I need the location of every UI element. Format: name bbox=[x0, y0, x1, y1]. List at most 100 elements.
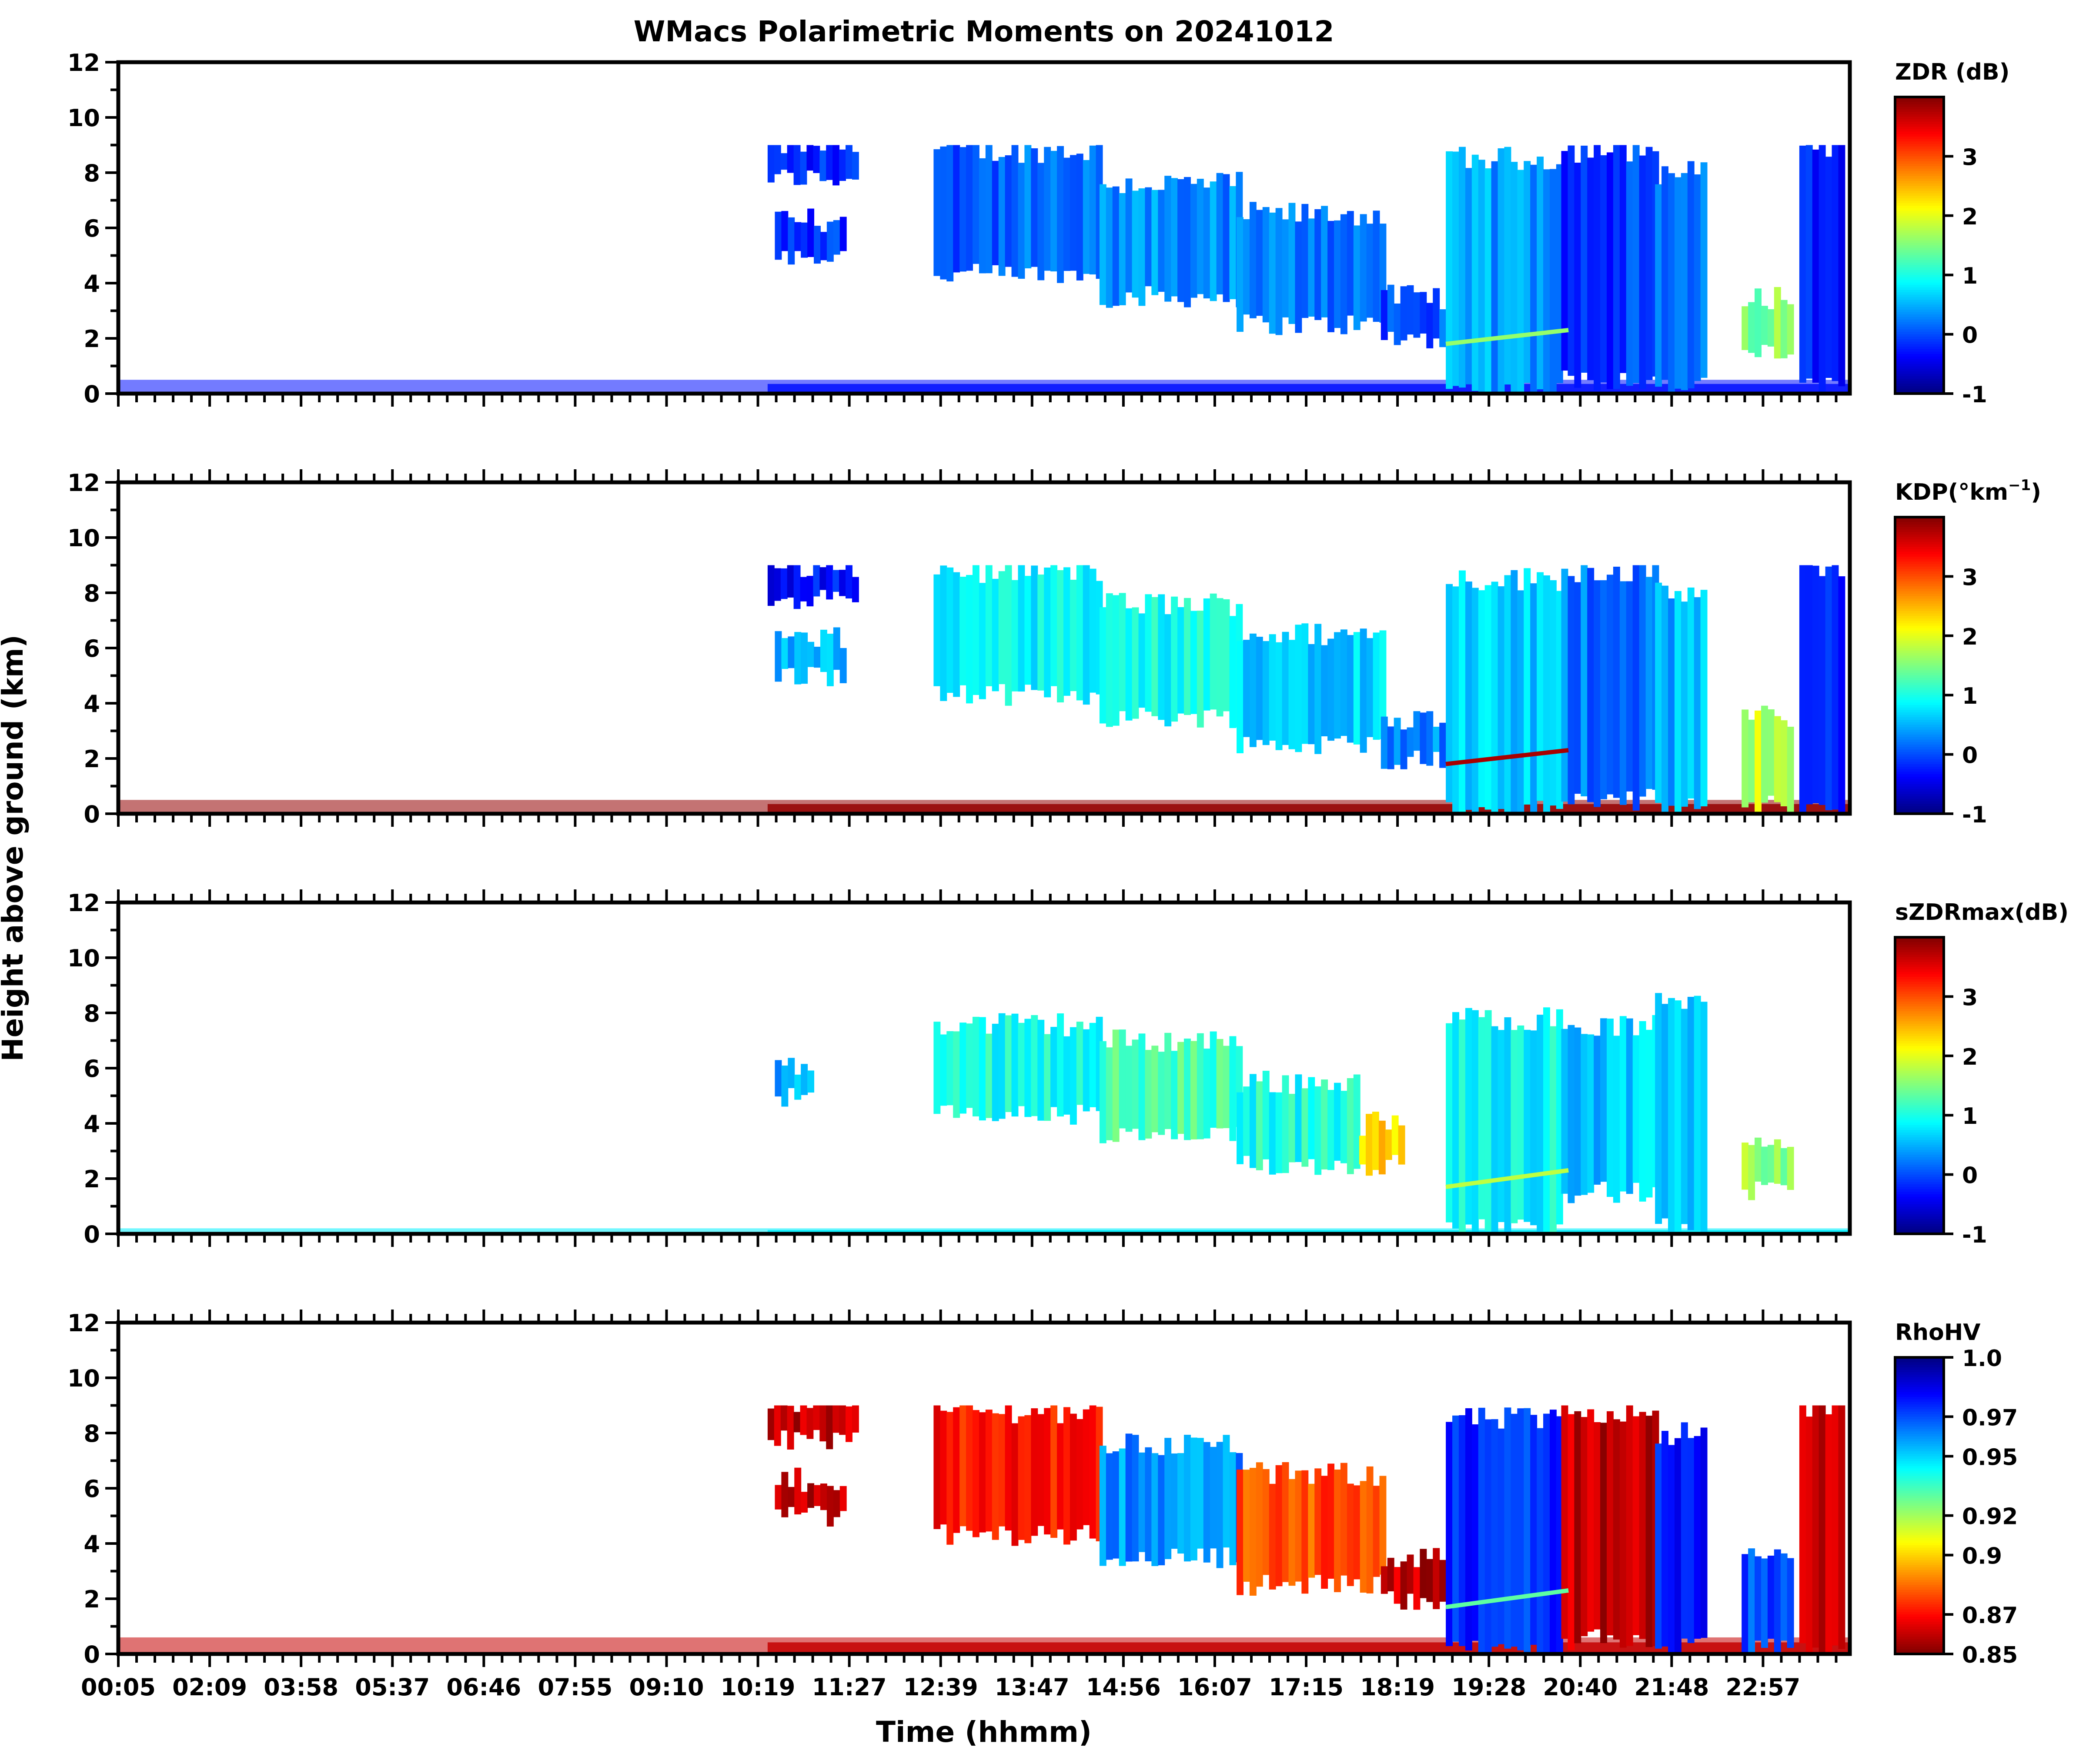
colorbar-segment bbox=[1895, 1216, 1944, 1219]
echo-column bbox=[807, 1483, 815, 1508]
colorbar-segment bbox=[1895, 228, 1944, 231]
echo-column bbox=[1819, 1405, 1826, 1653]
echo-column bbox=[1748, 1145, 1755, 1200]
echo-column bbox=[1057, 1013, 1064, 1117]
echo-column bbox=[1044, 147, 1051, 271]
colorbar-segment bbox=[1895, 1421, 1944, 1425]
colorbar-segment bbox=[1895, 327, 1944, 330]
colorbar-segment bbox=[1895, 1555, 1944, 1558]
echo-column bbox=[1774, 716, 1781, 802]
x-axis-label: Time (hhmm) bbox=[876, 1715, 1092, 1749]
echo-column bbox=[1812, 565, 1819, 803]
echo-column bbox=[1197, 1438, 1204, 1549]
colorbar-segment bbox=[1895, 1162, 1944, 1165]
echo-column bbox=[814, 226, 821, 264]
colorbar-segment bbox=[1895, 992, 1944, 995]
echo-column bbox=[1498, 1030, 1505, 1222]
echo-column bbox=[1491, 161, 1498, 392]
colorbar-segment bbox=[1895, 102, 1944, 105]
echo-column bbox=[1106, 1453, 1113, 1560]
echo-column bbox=[1600, 155, 1608, 383]
x-tick-label: 19:28 bbox=[1451, 1674, 1526, 1701]
echo-column bbox=[1197, 611, 1204, 728]
colorbar-segment bbox=[1895, 574, 1944, 577]
echo-column bbox=[826, 145, 833, 180]
y-tick-label: 2 bbox=[84, 1586, 100, 1613]
colorbar-segment bbox=[1895, 1224, 1944, 1227]
echo-column bbox=[966, 145, 973, 271]
colorbar-segment bbox=[1895, 1229, 1944, 1232]
colorbar-segment bbox=[1895, 744, 1944, 748]
colorbar-segment bbox=[1895, 388, 1944, 392]
echo-column bbox=[1223, 599, 1230, 712]
echo-column bbox=[788, 217, 795, 265]
echo-column bbox=[1400, 729, 1407, 769]
echo-column bbox=[1057, 146, 1064, 283]
echo-column bbox=[800, 577, 807, 601]
colorbar-tick-label: 3 bbox=[1962, 985, 1978, 1011]
x-tick-label: 07:55 bbox=[538, 1674, 612, 1701]
echo-region-4 bbox=[1237, 1462, 1387, 1596]
echo-column bbox=[780, 1405, 788, 1431]
echo-column bbox=[1568, 145, 1575, 376]
echo-column bbox=[966, 1405, 973, 1531]
colorbar-segment bbox=[1895, 964, 1944, 968]
echo-column bbox=[1275, 642, 1283, 750]
colorbar-segment bbox=[1895, 129, 1944, 132]
colorbar-segment bbox=[1895, 522, 1944, 525]
echo-column bbox=[1353, 225, 1361, 330]
x-tick-label: 06:46 bbox=[446, 1674, 521, 1701]
y-tick-label: 12 bbox=[67, 469, 100, 497]
echo-column bbox=[1645, 147, 1653, 380]
colorbar-segment bbox=[1895, 663, 1944, 666]
echo-column bbox=[946, 145, 954, 282]
colorbar-segment bbox=[1895, 371, 1944, 374]
colorbar-segment bbox=[1895, 725, 1944, 728]
colorbar-segment bbox=[1895, 319, 1944, 323]
melting-layer bbox=[1445, 1168, 1569, 1189]
echo-column bbox=[787, 145, 794, 173]
echo-column bbox=[1057, 1423, 1064, 1530]
echo-column bbox=[946, 1031, 954, 1106]
echo-column bbox=[1452, 1415, 1459, 1642]
echo-column bbox=[1626, 161, 1633, 386]
echo-column bbox=[1426, 1559, 1434, 1602]
colorbar-tick-label: 2 bbox=[1962, 1044, 1978, 1070]
echo-column bbox=[1619, 581, 1627, 805]
colorbar-segment bbox=[1895, 193, 1944, 197]
colorbar-segment bbox=[1895, 1036, 1944, 1039]
colorbar-segment bbox=[1895, 1394, 1944, 1397]
echo-column bbox=[793, 145, 801, 185]
colorbar-segment bbox=[1895, 294, 1944, 298]
echo-column bbox=[1767, 1555, 1775, 1639]
colorbar-segment bbox=[1895, 979, 1944, 982]
echo-column bbox=[1321, 645, 1328, 736]
colorbar-segment bbox=[1895, 682, 1944, 686]
colorbar-tick-label: -1 bbox=[1962, 1222, 1987, 1248]
echo-column bbox=[1340, 214, 1347, 334]
colorbar-segment bbox=[1895, 161, 1944, 164]
echo-column bbox=[1600, 1018, 1608, 1182]
echo-column bbox=[801, 222, 808, 258]
echo-column bbox=[1031, 148, 1038, 267]
colorbar-segment bbox=[1895, 119, 1944, 122]
colorbar-segment bbox=[1895, 1105, 1944, 1109]
echo-column bbox=[1125, 1433, 1133, 1562]
colorbar-segment bbox=[1895, 1624, 1944, 1627]
echo-column bbox=[781, 211, 789, 251]
echo-column bbox=[1439, 1560, 1447, 1602]
colorbar-segment bbox=[1895, 754, 1944, 758]
echo-column bbox=[1613, 145, 1620, 389]
colorbar-segment bbox=[1895, 1587, 1944, 1590]
echo-column bbox=[1024, 576, 1032, 685]
echo-column bbox=[1353, 1485, 1361, 1580]
figure-title: WMacs Polarimetric Moments on 20241012 bbox=[634, 15, 1334, 48]
colorbar-frame bbox=[1894, 516, 1945, 815]
echo-column bbox=[1275, 1465, 1283, 1587]
echo-column bbox=[1674, 1438, 1682, 1653]
echo-column bbox=[1340, 1463, 1347, 1576]
echo-column bbox=[1767, 1145, 1775, 1183]
echo-column bbox=[793, 1412, 801, 1433]
echo-column bbox=[852, 577, 859, 602]
echo-column bbox=[801, 1064, 808, 1095]
